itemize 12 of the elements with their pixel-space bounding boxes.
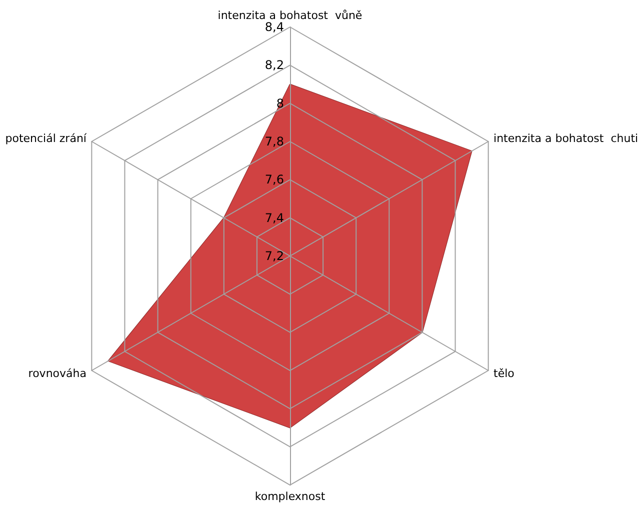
y-tick-label: 7,6 [264,172,284,187]
spoke-label: rovnováha [28,367,86,380]
y-tick-label: 7,8 [264,134,284,148]
y-tick-label: 7,2 [264,249,284,263]
spoke-label: intenzita a bohatost vůně [218,9,362,22]
y-tick-label: 8,2 [264,58,284,72]
spoke-label: intenzita a bohatost chuti [494,132,638,145]
spoke-label: tělo [494,367,515,380]
y-tick-label: 7,4 [264,210,284,225]
y-tick-label: 8,4 [264,20,284,34]
spoke-label: potenciál zrání [5,132,88,145]
spoke-label: komplexnost [254,490,326,503]
